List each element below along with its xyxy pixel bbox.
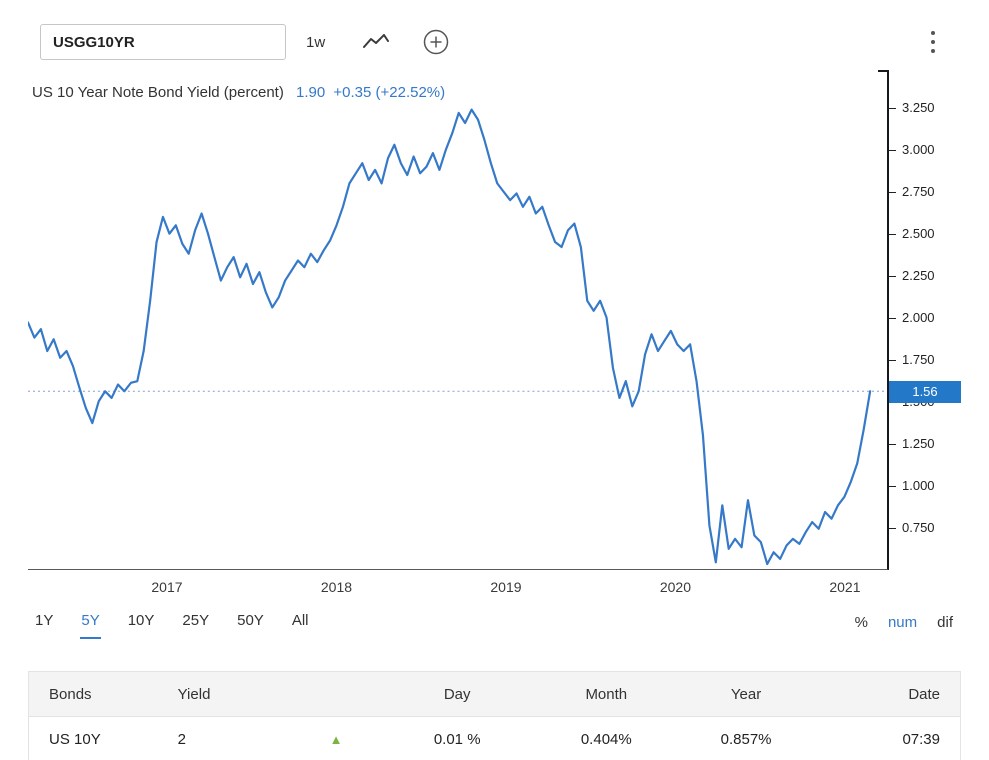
range-button-5y[interactable]: 5Y [80,606,101,639]
range-button-25y[interactable]: 25Y [182,612,210,629]
range-buttons: 1Y 5Y 10Y 25Y 50Y All [34,606,310,639]
line-style-icon[interactable] [359,30,393,54]
y-tick-label: 3.250 [889,100,935,116]
header-arrow [289,671,383,717]
y-tick-label: 2.000 [889,310,935,326]
interval-label[interactable]: 1w [306,33,326,51]
cell-month-change: 0.404% [531,716,681,760]
y-tick-label: 1.250 [889,436,935,452]
price-line-chart[interactable] [28,70,887,569]
header-day: Day [382,671,532,717]
y-tick-label: 2.750 [889,184,935,200]
y-tick-label: 0.750 [889,520,935,536]
range-button-1y[interactable]: 1Y [35,612,54,629]
y-axis[interactable]: 3.2503.0002.7502.5002.2502.0001.7501.500… [889,70,961,570]
up-arrow-icon: ▲ [329,732,343,747]
cell-date: 07:39 [811,716,961,760]
chart-title: US 10 Year Note Bond Yield (percent) 1.9… [32,84,445,101]
y-tick-label: 2.250 [889,268,935,284]
x-tick-label: 2019 [490,579,522,595]
table-row[interactable]: US 10Y 2 ▲ 0.01 % 0.404% 0.857% 07:39 [28,716,961,760]
cell-bond-name: US 10Y [28,716,178,760]
header-month: Month [531,671,681,717]
x-tick-label: 2018 [320,579,353,595]
x-axis[interactable]: 2017 2018 2019 2020 2021 [28,570,889,602]
x-tick-label: 2020 [659,579,692,595]
cell-day-change: 0.01 % [382,716,532,760]
table-header-row: Bonds Yield Day Month Year Date [28,671,961,717]
current-value-label: 1.56 [889,380,961,403]
range-button-all[interactable]: All [291,612,309,629]
range-button-10y[interactable]: 10Y [127,612,155,629]
last-value: 1.90 [296,84,326,101]
three-dots-icon [931,31,935,53]
chart-region: US 10 Year Note Bond Yield (percent) 1.9… [28,70,961,570]
plus-circle-icon [423,29,449,55]
header-bonds: Bonds [28,671,178,717]
x-tick-label: 2017 [151,579,183,595]
chart-controls: 1Y 5Y 10Y 25Y 50Y All % num dif [28,602,961,649]
display-modes: % num dif [855,614,953,631]
series-title: US 10 Year Note Bond Yield (percent) [32,84,284,101]
bonds-table: Bonds Yield Day Month Year Date US 10Y 2… [28,671,961,760]
mode-button-percent[interactable]: % [854,614,868,631]
range-button-50y[interactable]: 50Y [237,612,264,629]
cell-year-change: 0.857% [680,716,812,760]
symbol-input[interactable] [40,24,286,60]
yield-series-line [28,108,872,566]
y-tick-label: 1.750 [889,352,935,368]
add-circle-icon[interactable] [419,25,453,59]
change-value: +0.35 (+22.52%) [333,84,446,101]
header-year: Year [680,671,812,717]
y-tick-label: 2.500 [889,226,935,242]
cell-yield: 2 [177,716,290,760]
plot-canvas[interactable] [28,70,889,570]
y-tick-label: 1.000 [889,478,935,494]
header-yield: Yield [177,671,290,717]
zigzag-line-icon [363,34,390,48]
kebab-menu-icon[interactable] [927,27,939,57]
mode-button-num[interactable]: num [887,614,918,631]
x-tick-label: 2021 [829,579,861,595]
header-date: Date [811,671,961,717]
top-toolbar: 1w [28,20,961,64]
mode-button-dif[interactable]: dif [937,614,953,631]
y-tick-label: 3.000 [889,142,935,158]
